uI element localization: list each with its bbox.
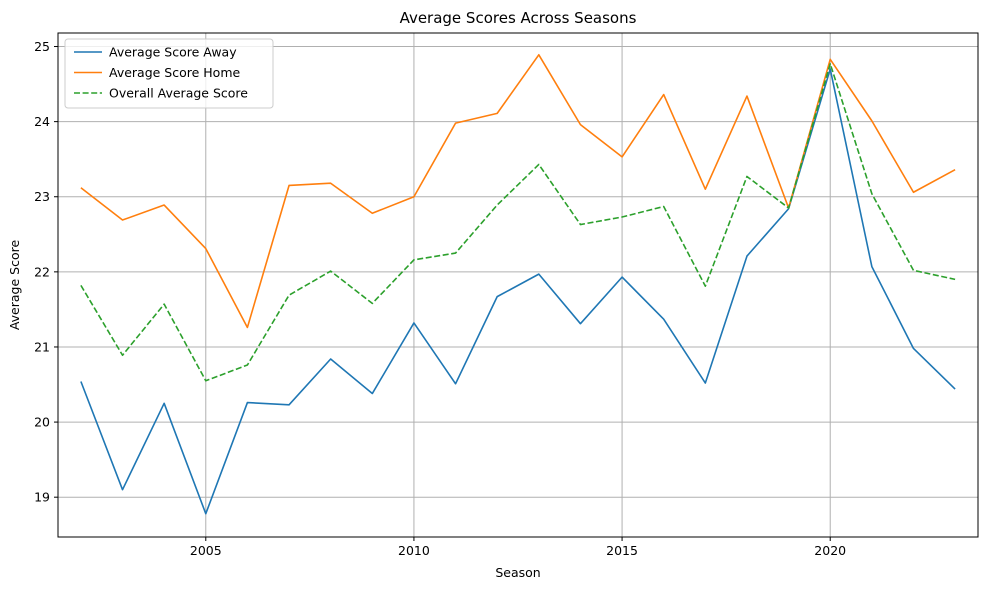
x-tick-label: 2020: [814, 543, 846, 558]
x-tick-label: 2005: [190, 543, 222, 558]
plot-area-frame: [57, 32, 979, 538]
legend: Average Score Away Average Score Home Over…: [64, 38, 274, 109]
y-axis-title: Average Score: [7, 240, 22, 331]
y-tick-label: 23: [34, 189, 50, 204]
legend-label: Average Score Home: [109, 65, 241, 80]
x-tick-label: 2015: [606, 543, 638, 558]
series-line-average-score-away: [80, 68, 956, 515]
chart-title: Average Scores Across Seasons: [400, 9, 637, 27]
y-tick-label: 22: [34, 264, 50, 279]
y-tick-label: 24: [34, 114, 50, 129]
series-line-overall-average-score: [80, 62, 956, 382]
y-tick-label: 19: [34, 490, 50, 505]
y-axis-ticks: 19 20 21 22 23 24 25: [34, 39, 58, 505]
legend-label: Average Score Away: [109, 45, 237, 60]
legend-label: Overall Average Score: [109, 86, 248, 101]
x-axis-ticks: 2005 2010 2015 2020: [190, 537, 846, 558]
y-tick-label: 25: [34, 39, 50, 54]
y-tick-label: 20: [34, 415, 50, 430]
x-axis-title: Season: [495, 565, 540, 580]
y-tick-label: 21: [34, 339, 50, 354]
x-tick-label: 2010: [398, 543, 430, 558]
series-lines: [80, 53, 956, 515]
grid-lines: [58, 33, 978, 537]
legend-box: [64, 38, 274, 109]
